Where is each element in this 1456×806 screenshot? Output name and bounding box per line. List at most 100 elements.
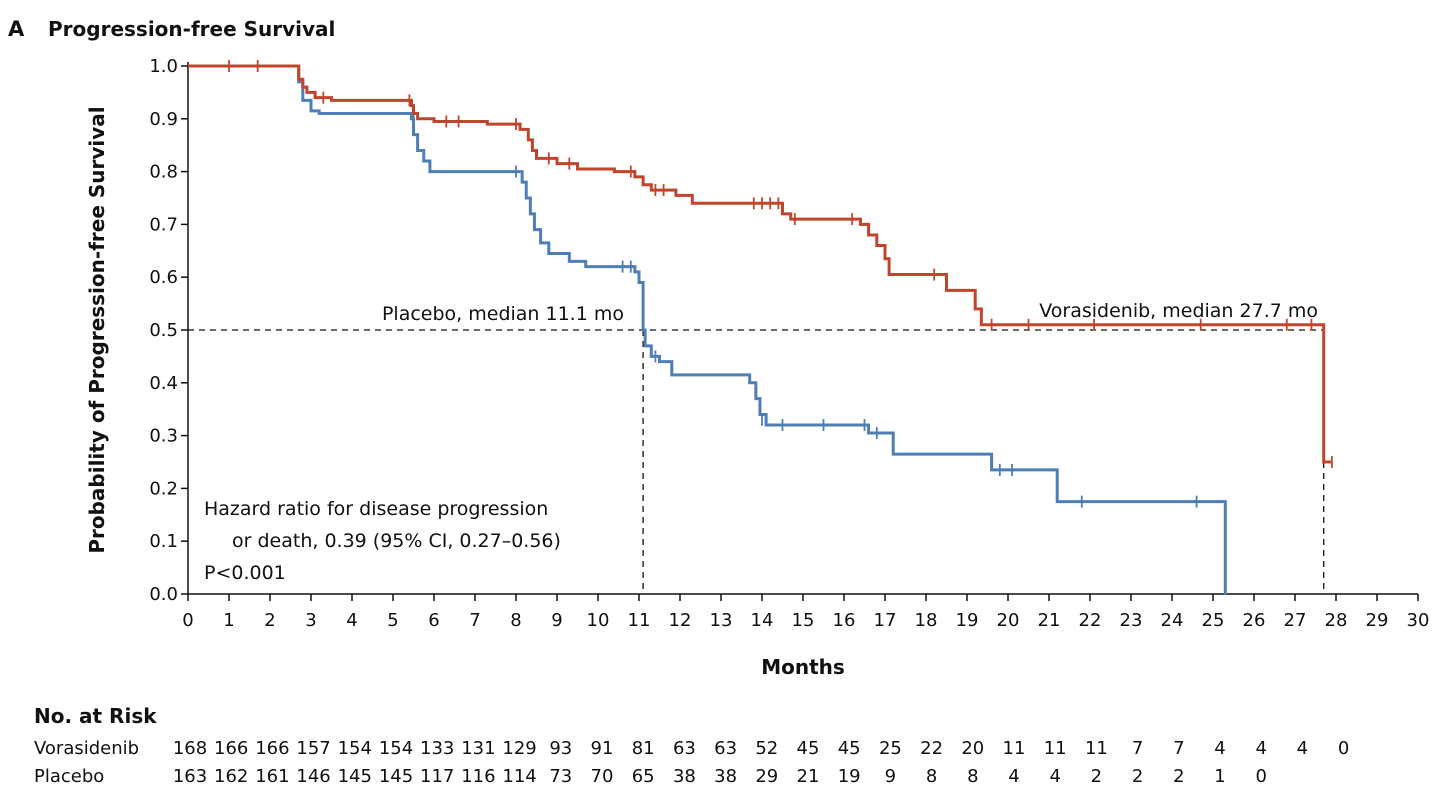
at-risk-label-placebo: Placebo bbox=[34, 766, 104, 787]
x-tick-label: 2 bbox=[264, 610, 275, 631]
at-risk-value: 38 bbox=[673, 766, 696, 787]
at-risk-value: 146 bbox=[296, 766, 330, 787]
y-tick-label: 0.1 bbox=[149, 531, 178, 552]
at-risk-value: 63 bbox=[714, 738, 737, 759]
at-risk-value: 129 bbox=[502, 738, 536, 759]
at-risk-value: 161 bbox=[255, 766, 289, 787]
vorasidenib-curve bbox=[188, 64, 1332, 464]
at-risk-value: 157 bbox=[296, 738, 330, 759]
at-risk-value: 168 bbox=[173, 738, 207, 759]
at-risk-value: 25 bbox=[879, 738, 902, 759]
at-risk-value: 7 bbox=[1173, 738, 1184, 759]
placebo-median-label: Placebo, median 11.1 mo bbox=[382, 303, 624, 325]
at-risk-value: 81 bbox=[632, 738, 655, 759]
x-tick-label: 29 bbox=[1366, 610, 1389, 631]
x-tick-label: 0 bbox=[182, 610, 193, 631]
at-risk-value: 93 bbox=[549, 738, 572, 759]
at-risk-value: 163 bbox=[173, 766, 207, 787]
at-risk-value: 2 bbox=[1132, 766, 1143, 787]
y-axis-label: Probability of Progression-free Survival bbox=[85, 106, 109, 553]
at-risk-value: 11 bbox=[1085, 738, 1108, 759]
x-tick-label: 23 bbox=[1120, 610, 1143, 631]
x-tick-label: 30 bbox=[1407, 610, 1430, 631]
at-risk-value: 91 bbox=[591, 738, 614, 759]
at-risk-value: 45 bbox=[838, 738, 861, 759]
y-tick-label: 0.9 bbox=[149, 109, 178, 130]
at-risk-value: 73 bbox=[549, 766, 572, 787]
at-risk-value: 2 bbox=[1173, 766, 1184, 787]
at-risk-value: 70 bbox=[591, 766, 614, 787]
y-tick-label: 0.3 bbox=[149, 426, 178, 447]
at-risk-value: 20 bbox=[961, 738, 984, 759]
at-risk-value: 29 bbox=[755, 766, 778, 787]
hazard-ratio-line2: or death, 0.39 (95% CI, 0.27–0.56) bbox=[232, 530, 561, 552]
at-risk-value: 4 bbox=[1255, 738, 1266, 759]
at-risk-value: 19 bbox=[838, 766, 861, 787]
y-tick-label: 0.4 bbox=[149, 373, 178, 394]
at-risk-value: 45 bbox=[797, 738, 820, 759]
x-tick-label: 7 bbox=[469, 610, 480, 631]
at-risk-value: 131 bbox=[461, 738, 495, 759]
at-risk-value: 52 bbox=[755, 738, 778, 759]
hazard-ratio-line1: Hazard ratio for disease progression bbox=[204, 498, 548, 520]
x-tick-label: 16 bbox=[833, 610, 856, 631]
x-tick-label: 4 bbox=[346, 610, 357, 631]
at-risk-value: 162 bbox=[214, 766, 248, 787]
at-risk-value: 133 bbox=[420, 738, 454, 759]
x-tick-label: 5 bbox=[387, 610, 398, 631]
x-tick-label: 9 bbox=[551, 610, 562, 631]
at-risk-value: 8 bbox=[967, 766, 978, 787]
x-tick-label: 3 bbox=[305, 610, 316, 631]
x-tick-label: 1 bbox=[223, 610, 234, 631]
x-tick-label: 17 bbox=[874, 610, 897, 631]
at-risk-value: 0 bbox=[1338, 738, 1349, 759]
at-risk-value: 63 bbox=[673, 738, 696, 759]
x-tick-label: 18 bbox=[915, 610, 938, 631]
at-risk-value: 38 bbox=[714, 766, 737, 787]
x-tick-label: 26 bbox=[1243, 610, 1266, 631]
at-risk-value: 4 bbox=[1214, 738, 1225, 759]
x-tick-label: 12 bbox=[669, 610, 692, 631]
chart-title: Progression-free Survival bbox=[48, 17, 335, 41]
at-risk-value: 4 bbox=[1008, 766, 1019, 787]
at-risk-value: 114 bbox=[502, 766, 536, 787]
vorasidenib-median-label: Vorasidenib, median 27.7 mo bbox=[1039, 300, 1318, 322]
at-risk-value: 11 bbox=[1044, 738, 1067, 759]
at-risk-value: 11 bbox=[1003, 738, 1026, 759]
x-tick-label: 28 bbox=[1325, 610, 1348, 631]
at-risk-value: 21 bbox=[797, 766, 820, 787]
y-tick-label: 0.2 bbox=[149, 478, 178, 499]
at-risk-value: 1 bbox=[1214, 766, 1225, 787]
at-risk-value: 154 bbox=[379, 738, 413, 759]
x-tick-label: 15 bbox=[792, 610, 815, 631]
at-risk-value: 8 bbox=[926, 766, 937, 787]
y-tick-label: 0.6 bbox=[149, 267, 178, 288]
y-tick-label: 0.0 bbox=[149, 584, 178, 605]
x-tick-label: 22 bbox=[1079, 610, 1102, 631]
x-tick-label: 21 bbox=[1038, 610, 1061, 631]
at-risk-label-vorasidenib: Vorasidenib bbox=[34, 738, 139, 759]
at-risk-value: 0 bbox=[1255, 766, 1266, 787]
at-risk-value: 145 bbox=[379, 766, 413, 787]
at-risk-value: 166 bbox=[214, 738, 248, 759]
at-risk-value: 7 bbox=[1132, 738, 1143, 759]
at-risk-value: 145 bbox=[338, 766, 372, 787]
x-tick-label: 27 bbox=[1284, 610, 1307, 631]
at-risk-title: No. at Risk bbox=[34, 704, 157, 728]
x-tick-label: 19 bbox=[956, 610, 979, 631]
x-tick-label: 25 bbox=[1202, 610, 1225, 631]
y-tick-label: 0.7 bbox=[149, 214, 178, 235]
y-tick-label: 1.0 bbox=[149, 56, 178, 77]
at-risk-value: 22 bbox=[920, 738, 943, 759]
at-risk-value: 154 bbox=[338, 738, 372, 759]
at-risk-value: 65 bbox=[632, 766, 655, 787]
at-risk-value: 117 bbox=[420, 766, 454, 787]
at-risk-value: 4 bbox=[1049, 766, 1060, 787]
at-risk-value: 2 bbox=[1091, 766, 1102, 787]
panel-label: A bbox=[8, 17, 25, 41]
x-tick-label: 14 bbox=[751, 610, 774, 631]
x-tick-label: 8 bbox=[510, 610, 521, 631]
x-tick-label: 20 bbox=[997, 610, 1020, 631]
at-risk-value: 116 bbox=[461, 766, 495, 787]
